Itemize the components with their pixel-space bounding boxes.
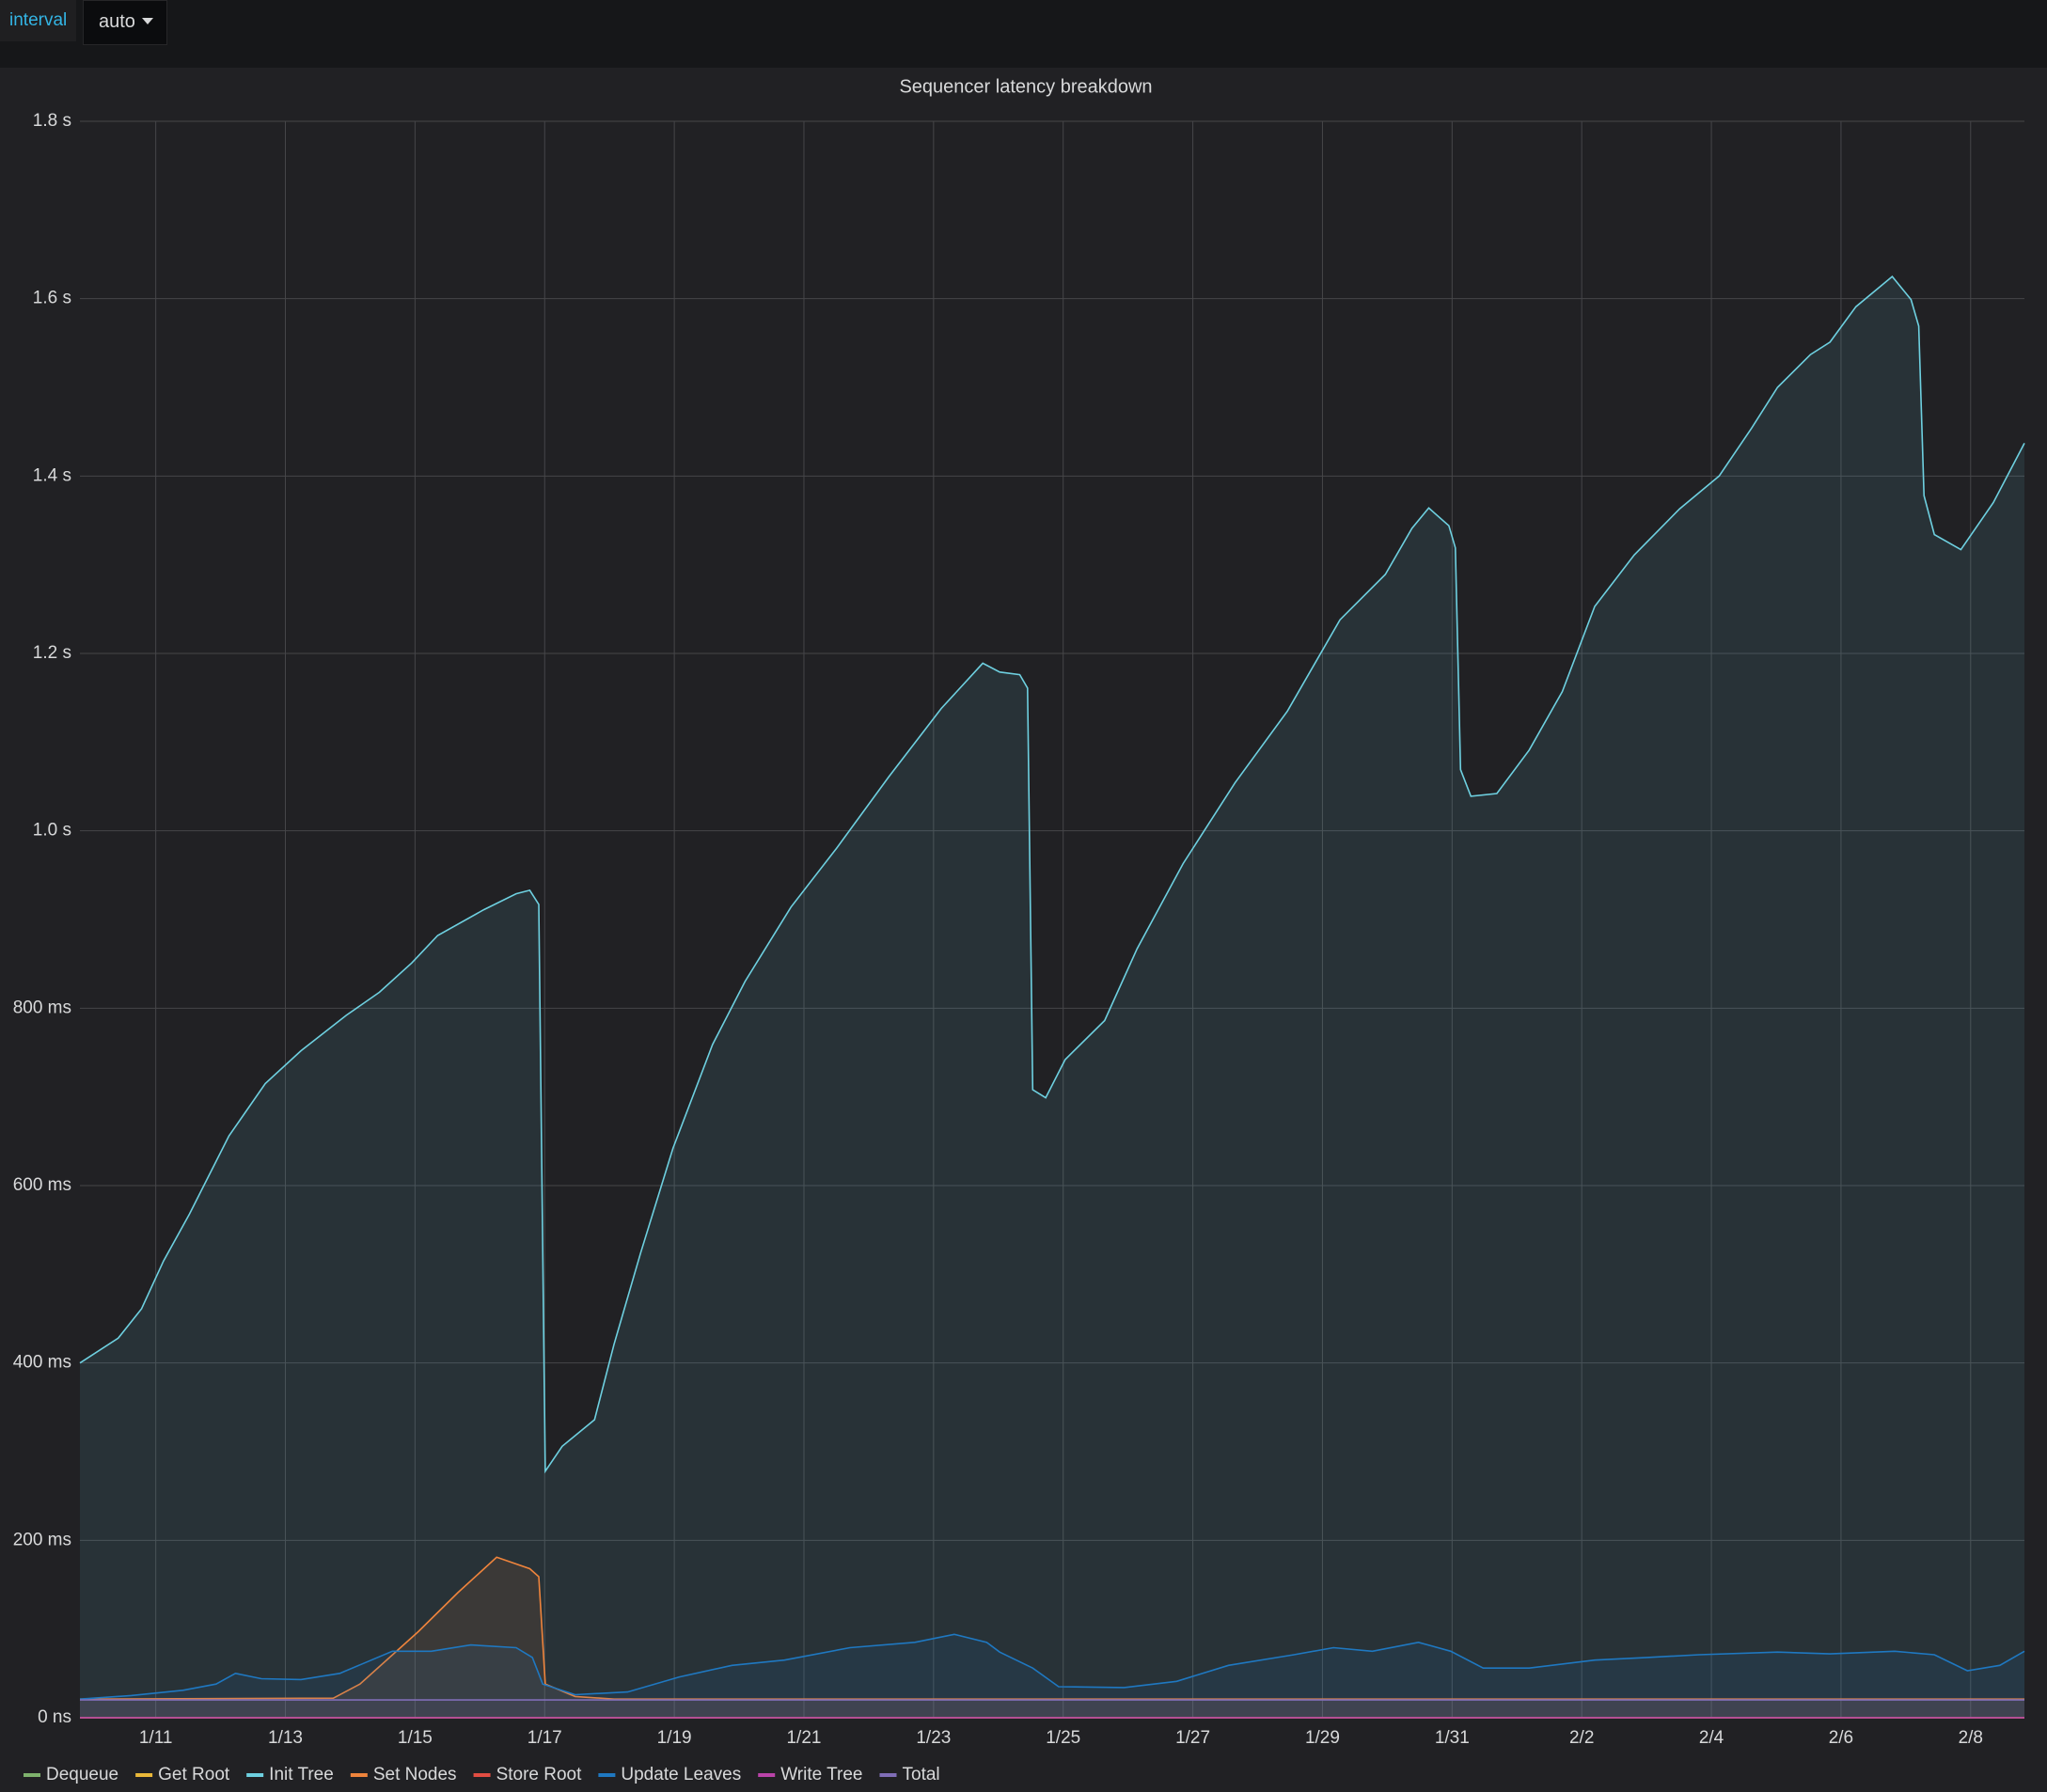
variable-label: interval: [0, 0, 77, 41]
dropdown-value: auto: [99, 11, 135, 32]
x-tick-label: 1/23: [916, 1728, 951, 1748]
chart-title: Sequencer latency breakdown: [899, 76, 1152, 97]
x-tick-label: 1/21: [786, 1728, 821, 1748]
legend-label: Dequeue: [46, 1765, 118, 1784]
x-tick-label: 1/11: [139, 1728, 173, 1748]
series-line: [79, 1556, 2024, 1700]
x-tick-label: 1/17: [527, 1728, 562, 1748]
x-tick-label: 1/13: [268, 1728, 303, 1748]
x-tick-label: 2/8: [1959, 1728, 1983, 1748]
panel-bg: [0, 68, 2047, 1792]
y-tick-label: 1.0 s: [33, 821, 71, 841]
legend-label: Init Tree: [269, 1765, 334, 1784]
x-tick-label: 1/15: [398, 1728, 433, 1748]
toolbar: interval auto: [0, 0, 2047, 68]
y-tick-label: 800 ms: [13, 998, 71, 1017]
legend-label: Update Leaves: [621, 1765, 741, 1784]
y-tick-label: 0 ns: [38, 1707, 71, 1727]
series-line: [79, 1633, 2025, 1700]
series-line: [79, 275, 2025, 1474]
x-tick-label: 1/31: [1435, 1728, 1470, 1748]
x-tick-label: 2/6: [1829, 1728, 1853, 1748]
x-tick-label: 2/2: [1569, 1728, 1594, 1748]
x-tick-label: 1/29: [1305, 1728, 1340, 1748]
legend-label: Get Root: [158, 1765, 230, 1784]
variable-dropdown[interactable]: auto: [83, 0, 167, 45]
x-tick-label: 2/4: [1699, 1728, 1724, 1748]
x-tick-label: 1/25: [1046, 1728, 1080, 1748]
legend-label: Set Nodes: [373, 1765, 457, 1784]
area-fill: [80, 1700, 2024, 1718]
x-tick-label: 1/19: [657, 1728, 692, 1748]
x-tick-label: 1/27: [1175, 1728, 1210, 1748]
y-tick-label: 1.8 s: [33, 111, 71, 131]
y-tick-label: 1.6 s: [33, 289, 71, 308]
y-tick-label: 600 ms: [13, 1175, 71, 1195]
caret: [142, 18, 153, 24]
y-tick-label: 400 ms: [13, 1353, 71, 1373]
y-tick-label: 1.4 s: [33, 465, 71, 485]
area-fill: [80, 276, 2024, 1719]
legend-label: Write Tree: [780, 1765, 862, 1784]
legend-label: Total: [903, 1765, 940, 1784]
legend-label: Store Root: [496, 1765, 583, 1784]
y-tick-label: 1.2 s: [33, 643, 71, 663]
area-fill: [80, 1557, 2024, 1718]
y-tick-label: 200 ms: [13, 1530, 71, 1549]
panel: Sequencer latency breakdown 0 ns 200 ms 40…: [0, 68, 2047, 1792]
area-fill: [80, 1634, 2024, 1718]
